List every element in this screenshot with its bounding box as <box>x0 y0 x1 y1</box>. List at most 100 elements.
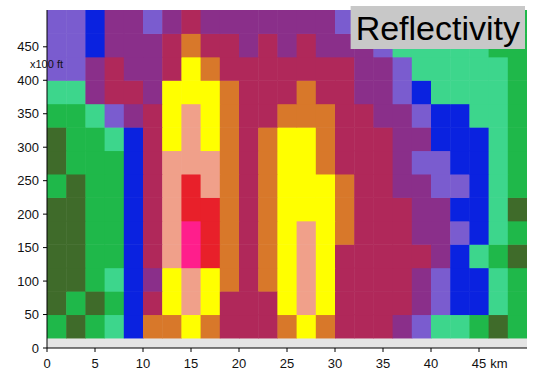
cell <box>162 268 182 292</box>
chart: 051015202530354045km05010015020025030035… <box>0 0 541 382</box>
cell <box>393 244 413 268</box>
cell <box>469 197 489 221</box>
cell <box>85 10 105 34</box>
cell <box>143 127 163 151</box>
cell <box>85 244 105 268</box>
cell <box>239 221 259 245</box>
cell <box>85 33 105 57</box>
cell <box>201 151 221 175</box>
cell <box>469 268 489 292</box>
cell <box>124 57 144 81</box>
cell <box>181 291 201 315</box>
cell <box>143 80 163 104</box>
cell <box>239 197 259 221</box>
cell <box>431 127 451 151</box>
cell <box>489 221 509 245</box>
cell <box>316 10 336 34</box>
cell <box>469 80 489 104</box>
cell <box>201 221 221 245</box>
cell <box>431 221 451 245</box>
cell <box>239 57 259 81</box>
cell <box>277 151 297 175</box>
cell <box>450 104 470 128</box>
cell <box>143 221 163 245</box>
cell <box>489 127 509 151</box>
cell <box>316 127 336 151</box>
cell <box>393 104 413 128</box>
cell <box>450 268 470 292</box>
cell <box>66 221 86 245</box>
cell <box>508 57 527 81</box>
cell <box>373 80 393 104</box>
cell <box>297 291 317 315</box>
cell <box>47 268 67 292</box>
y-tick-label: 250 <box>17 173 39 188</box>
y-tick <box>43 348 47 349</box>
cell <box>335 291 355 315</box>
cell <box>354 57 374 81</box>
cell <box>316 33 336 57</box>
cell <box>258 174 278 198</box>
y-tick-label: 400 <box>17 73 39 88</box>
cell <box>297 268 317 292</box>
cell <box>508 151 527 175</box>
cell <box>373 104 393 128</box>
cell <box>431 104 451 128</box>
cell <box>354 151 374 175</box>
y-tick-label: 350 <box>17 106 39 121</box>
cell <box>162 151 182 175</box>
cell <box>489 268 509 292</box>
cell <box>105 33 125 57</box>
cell <box>220 127 240 151</box>
cell <box>450 244 470 268</box>
cell <box>85 197 105 221</box>
cell <box>66 104 86 128</box>
cell <box>373 268 393 292</box>
cell <box>105 174 125 198</box>
cell <box>297 151 317 175</box>
cell <box>162 10 182 34</box>
cell <box>277 104 297 128</box>
cell <box>201 197 221 221</box>
cell <box>335 174 355 198</box>
cell <box>258 315 278 339</box>
cell <box>412 80 432 104</box>
cell <box>297 33 317 57</box>
cell <box>66 151 86 175</box>
cell <box>508 315 527 339</box>
cell <box>354 127 374 151</box>
cell <box>66 244 86 268</box>
y-tick-label: 100 <box>17 274 39 289</box>
cell <box>105 315 125 339</box>
cell <box>373 127 393 151</box>
cell <box>66 174 86 198</box>
cell <box>489 80 509 104</box>
cell <box>431 174 451 198</box>
cell <box>316 315 336 339</box>
cell <box>354 174 374 198</box>
x-tick <box>191 348 192 352</box>
cell <box>335 151 355 175</box>
cell <box>469 221 489 245</box>
cell <box>162 174 182 198</box>
cell <box>412 127 432 151</box>
cell <box>201 174 221 198</box>
cell <box>316 197 336 221</box>
cell <box>143 174 163 198</box>
cell <box>469 291 489 315</box>
cell <box>277 10 297 34</box>
cell <box>181 80 201 104</box>
cell <box>297 10 317 34</box>
cell <box>431 151 451 175</box>
cell <box>335 127 355 151</box>
cell <box>508 80 527 104</box>
cell <box>47 127 67 151</box>
cell <box>220 174 240 198</box>
cell <box>239 127 259 151</box>
cell <box>335 57 355 81</box>
cell <box>393 291 413 315</box>
cell <box>85 174 105 198</box>
cell <box>47 221 67 245</box>
cell <box>316 104 336 128</box>
cell <box>201 291 221 315</box>
